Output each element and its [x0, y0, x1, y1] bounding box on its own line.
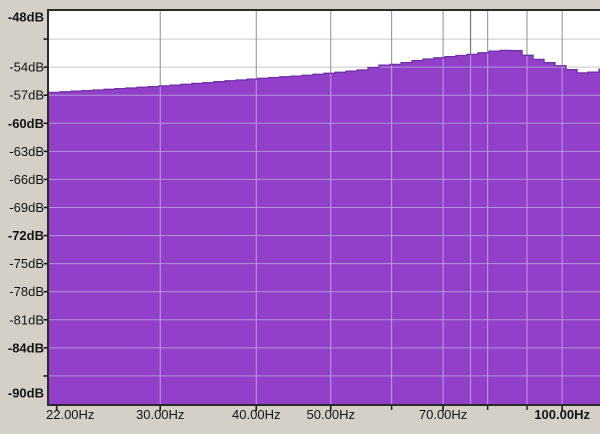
- y-axis-label: -84dB: [8, 340, 44, 355]
- y-axis-label: -60dB: [8, 116, 44, 131]
- x-axis-label: 30.00Hz: [136, 407, 184, 422]
- spectrum-fill: [49, 50, 600, 405]
- y-axis-label: -75dB: [9, 256, 44, 271]
- x-axis-label: 50.00Hz: [307, 407, 355, 422]
- y-axis-label: -72dB: [8, 228, 44, 243]
- spectrum-top-edge: [49, 49, 600, 94]
- y-axis-label: -48dB: [8, 10, 44, 25]
- y-axis-label: -54dB: [9, 60, 44, 75]
- plot-border-top: [47, 9, 600, 11]
- x-axis-label: 70.00Hz: [419, 407, 467, 422]
- x-axis-label: 40.00Hz: [232, 407, 280, 422]
- plot-border-bottom: [47, 404, 600, 406]
- y-axis-label: -63dB: [9, 144, 44, 159]
- y-axis-label: -57dB: [9, 88, 44, 103]
- y-axis-label: -90dB: [8, 386, 44, 401]
- x-axis-label: 100.00Hz: [534, 407, 590, 422]
- x-axis-label: 22.00Hz: [46, 407, 94, 422]
- y-axis-label: -78dB: [9, 284, 44, 299]
- y-axis-label: -69dB: [9, 200, 44, 215]
- gridlines-over-fill: [49, 50, 600, 404]
- y-axis-label: -66dB: [9, 172, 44, 187]
- y-axis-label: -81dB: [9, 312, 44, 327]
